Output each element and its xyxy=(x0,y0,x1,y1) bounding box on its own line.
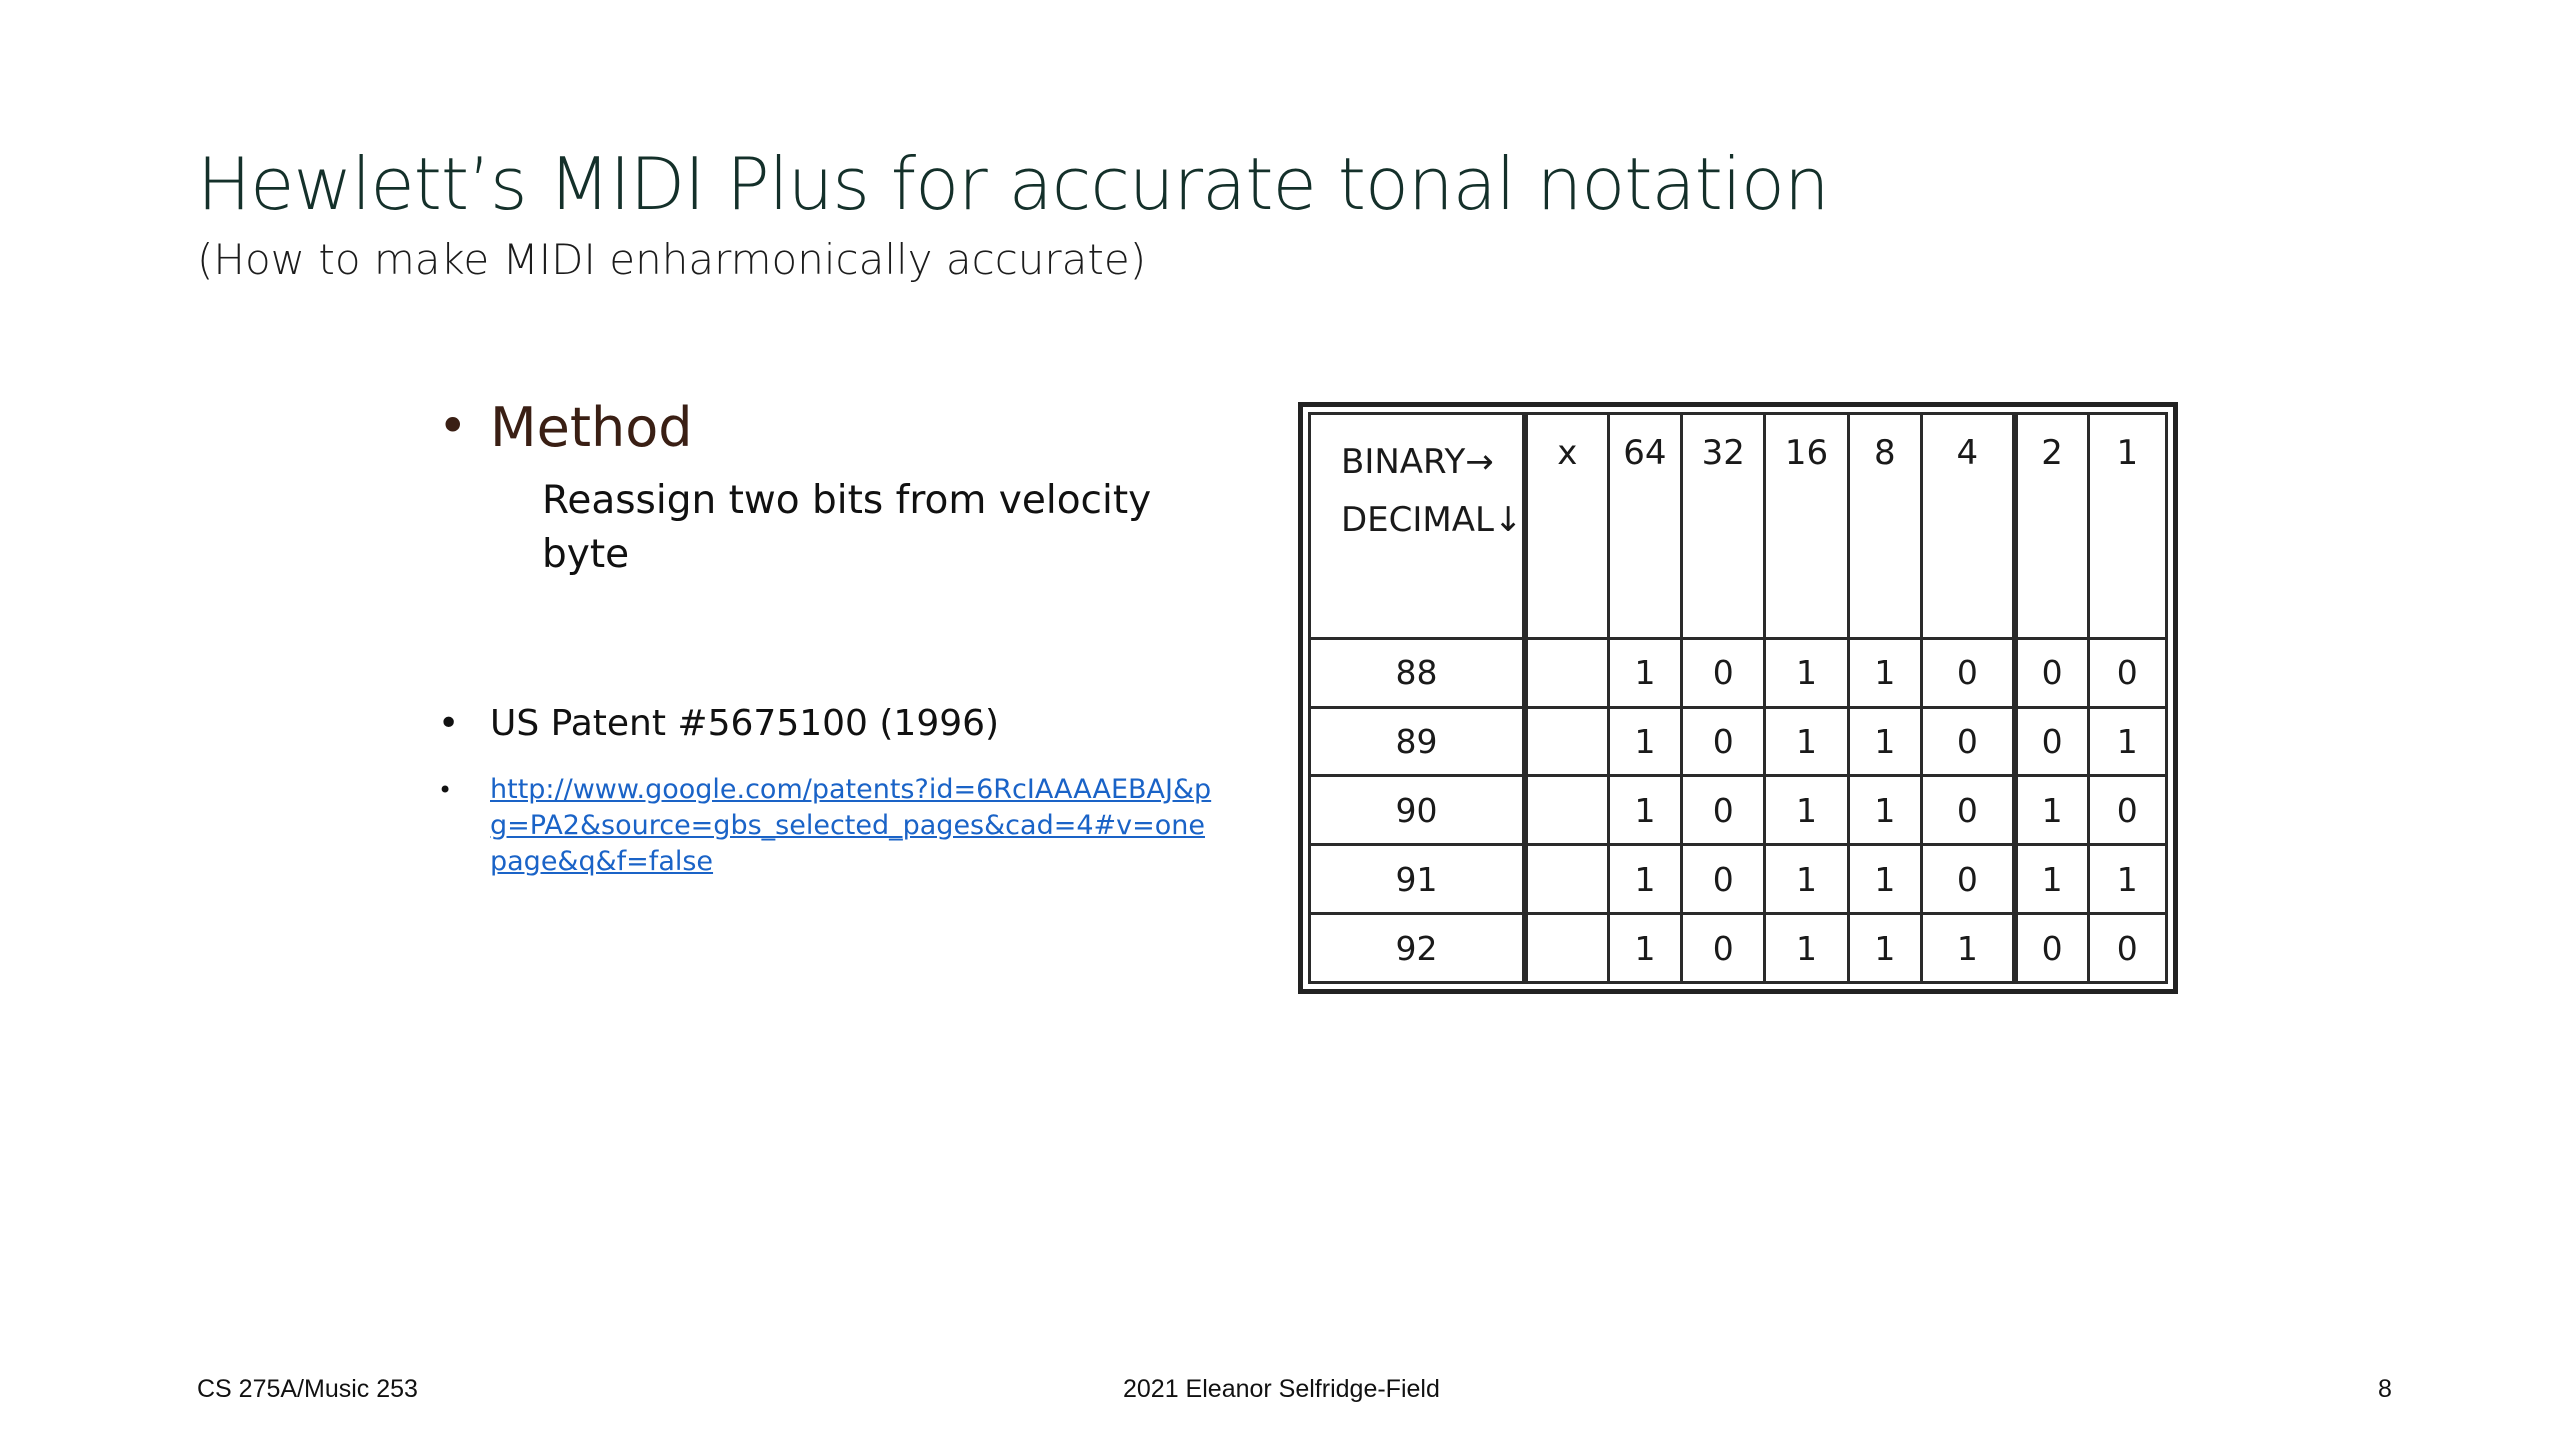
bit-cell: 1 xyxy=(1763,774,1850,847)
header-cell: 64 xyxy=(1606,412,1684,640)
corner-cell: BINARY→ DECIMAL↓ xyxy=(1307,412,1527,640)
table-row: 92 1 0 1 1 1 0 0 xyxy=(1307,912,2169,984)
bit-cell: 1 xyxy=(1846,774,1924,847)
bit-cell: 0 xyxy=(1680,636,1767,709)
patent-link[interactable]: http://www.google.com/patents?id=6RcIAAA… xyxy=(490,774,1212,877)
bit-cell: 0 xyxy=(2086,774,2169,847)
bullet-list: • Method Reassign two bits from velocity… xyxy=(438,392,1228,880)
table-row: 89 1 0 1 1 0 0 1 xyxy=(1307,705,2169,778)
bit-cell: 0 xyxy=(1680,774,1767,847)
bit-cell: 1 xyxy=(1606,705,1684,778)
header-cell: 8 xyxy=(1846,412,1924,640)
footer-course: CS 275A/Music 253 xyxy=(197,1375,418,1403)
bullet-icon: • xyxy=(438,776,453,804)
decimal-cell: 89 xyxy=(1307,705,1527,778)
bit-cell: 1 xyxy=(2086,705,2169,778)
bit-cell: 0 xyxy=(1680,705,1767,778)
bit-cell: 0 xyxy=(2086,636,2169,709)
header-cell: 16 xyxy=(1763,412,1850,640)
bit-cell: 0 xyxy=(1920,774,2017,847)
bit-cell: 1 xyxy=(1763,636,1850,709)
bit-cell: 0 xyxy=(1680,912,1767,984)
bit-cell: 0 xyxy=(1920,843,2017,916)
decimal-cell: 92 xyxy=(1307,912,1527,984)
decimal-cell: 88 xyxy=(1307,636,1527,709)
header-cell: 2 xyxy=(2011,412,2090,640)
bit-cell: 0 xyxy=(1920,636,2017,709)
bit-cell: 1 xyxy=(1846,705,1924,778)
bullet-patent: • US Patent #5675100 (1996) xyxy=(438,700,1228,748)
decimal-cell: 90 xyxy=(1307,774,1527,847)
bullet-method: • Method xyxy=(438,392,1228,464)
binary-decimal-table: BINARY→ DECIMAL↓ x 64 32 16 8 4 2 1 88 1 0… xyxy=(1298,402,2178,994)
bit-cell: 0 xyxy=(2086,912,2169,984)
header-cell: 32 xyxy=(1680,412,1767,640)
bit-cell: 1 xyxy=(1846,912,1924,984)
binary-table: BINARY→ DECIMAL↓ x 64 32 16 8 4 2 1 88 1 0… xyxy=(1307,412,2169,984)
method-label: Method xyxy=(490,396,693,459)
bit-cell: 1 xyxy=(1606,774,1684,847)
bit-cell: 1 xyxy=(1763,705,1850,778)
patent-text: US Patent #5675100 (1996) xyxy=(490,703,1000,744)
bit-cell: 1 xyxy=(1606,912,1684,984)
table-header-row: BINARY→ DECIMAL↓ x 64 32 16 8 4 2 1 xyxy=(1307,412,2169,640)
decimal-cell: 91 xyxy=(1307,843,1527,916)
bit-cell: 1 xyxy=(1846,636,1924,709)
bit-cell: 0 xyxy=(2011,636,2090,709)
header-cell: 4 xyxy=(1920,412,2017,640)
bit-cell: 1 xyxy=(1763,843,1850,916)
bit-cell: 1 xyxy=(2086,843,2169,916)
slide-title: Hewlett’s MIDI Plus for accurate tonal n… xyxy=(197,142,1830,226)
footer-author: 2021 Eleanor Selfridge-Field xyxy=(1123,1375,1440,1403)
decimal-label: DECIMAL↓ xyxy=(1341,500,1523,540)
bit-cell: 1 xyxy=(1846,843,1924,916)
bit-cell: 1 xyxy=(1763,912,1850,984)
bit-cell: 0 xyxy=(2011,705,2090,778)
header-cell: x xyxy=(1521,412,1610,640)
bit-cell xyxy=(1521,705,1610,778)
bit-cell: 0 xyxy=(2011,912,2090,984)
slide-subtitle: (How to make MIDI enharmonically accurat… xyxy=(197,235,1147,284)
bit-cell: 1 xyxy=(2011,843,2090,916)
table-row: 88 1 0 1 1 0 0 0 xyxy=(1307,636,2169,709)
header-cell: 1 xyxy=(2086,412,2169,640)
bullet-icon: • xyxy=(438,397,468,455)
bit-cell: 1 xyxy=(1606,843,1684,916)
bit-cell xyxy=(1521,774,1610,847)
page-number: 8 xyxy=(2378,1375,2392,1403)
bullet-link: • http://www.google.com/patents?id=6RcIA… xyxy=(438,772,1228,880)
bit-cell: 0 xyxy=(1920,705,2017,778)
bit-cell xyxy=(1521,912,1610,984)
bullet-icon: • xyxy=(438,703,460,744)
bit-cell xyxy=(1521,843,1610,916)
bit-cell: 0 xyxy=(1680,843,1767,916)
bit-cell xyxy=(1521,636,1610,709)
bit-cell: 1 xyxy=(2011,774,2090,847)
bit-cell: 1 xyxy=(1606,636,1684,709)
table-row: 90 1 0 1 1 0 1 0 xyxy=(1307,774,2169,847)
binary-label: BINARY→ xyxy=(1341,442,1494,482)
bit-cell: 1 xyxy=(1920,912,2017,984)
method-description: Reassign two bits from velocity byte xyxy=(542,478,1152,577)
table-row: 91 1 0 1 1 0 1 1 xyxy=(1307,843,2169,916)
